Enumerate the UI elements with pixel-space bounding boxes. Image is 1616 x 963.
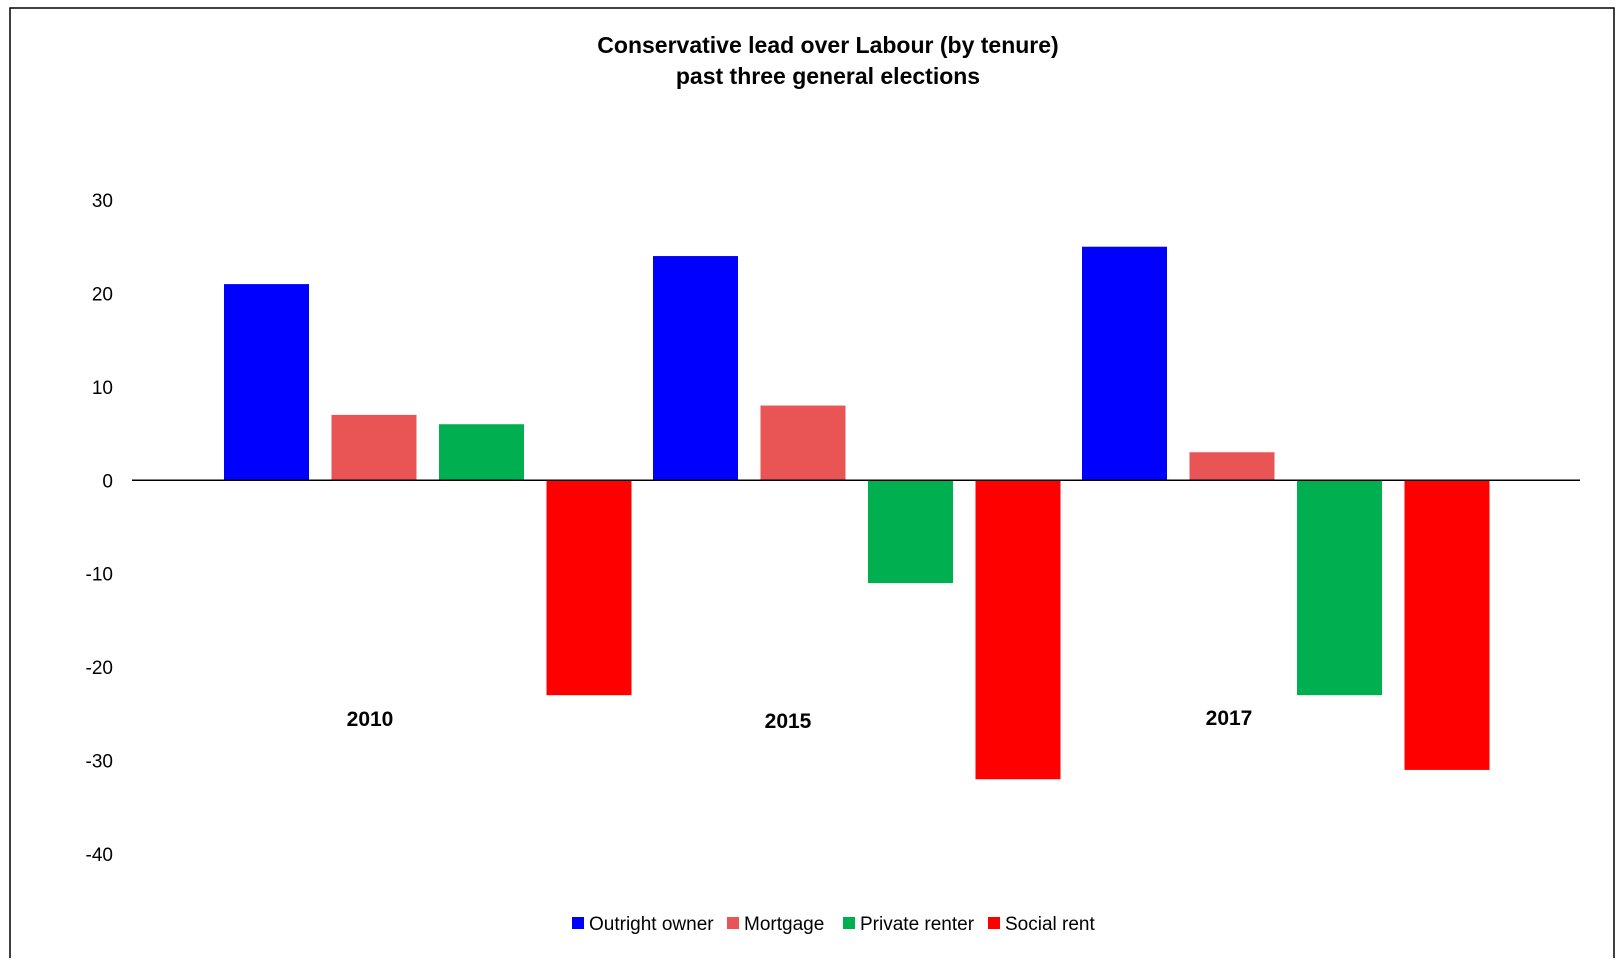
category-label-2015: 2015	[765, 710, 812, 733]
y-tick-label: 0	[102, 471, 113, 492]
category-label-2017: 2017	[1206, 707, 1253, 730]
bar-social-rent-2010	[546, 480, 632, 696]
bar-private-renter-2010	[439, 424, 524, 481]
legend-swatch-social-rent	[988, 917, 1000, 929]
bar-social-rent-2015	[975, 480, 1061, 780]
bar-mortgage-2010	[331, 414, 417, 481]
y-tick-label: -20	[86, 658, 113, 679]
chart-subtitle: past three general elections	[676, 63, 980, 89]
bar-private-renter-2015	[868, 480, 953, 584]
legend-label-private-renter: Private renter	[860, 914, 975, 935]
bar-mortgage-2017	[1189, 452, 1275, 481]
legend-label-social-rent: Social rent	[1005, 914, 1095, 935]
legend-label-outright-owner: Outright owner	[589, 914, 714, 935]
y-tick-label: -30	[86, 752, 113, 773]
bar-outright-owner-2010	[224, 284, 309, 481]
bar-private-renter-2017	[1297, 480, 1382, 696]
y-tick-label: 10	[92, 378, 113, 399]
legend-swatch-outright-owner	[572, 917, 584, 929]
y-tick-label: -10	[86, 565, 113, 586]
bar-outright-owner-2015	[653, 256, 738, 481]
y-tick-label: 30	[92, 191, 113, 212]
bars	[224, 246, 1490, 780]
bar-social-rent-2017	[1404, 480, 1490, 770]
bar-mortgage-2015	[760, 405, 846, 481]
y-tick-label: -40	[86, 845, 113, 866]
bar-outright-owner-2017	[1082, 246, 1167, 481]
legend: Outright owner Mortgage Private renter Soci…	[572, 914, 1095, 935]
category-label-2010: 2010	[347, 708, 394, 731]
category-labels: 2010 2015 2017	[347, 707, 1253, 733]
legend-swatch-mortgage	[727, 917, 739, 929]
legend-label-mortgage: Mortgage	[744, 914, 824, 935]
legend-swatch-private-renter	[843, 917, 855, 929]
y-tick-label: 20	[92, 284, 113, 305]
y-axis-ticks: 30 20 10 0 -10 -20 -30 -40	[86, 191, 113, 866]
chart-title: Conservative lead over Labour (by tenure…	[597, 32, 1058, 58]
